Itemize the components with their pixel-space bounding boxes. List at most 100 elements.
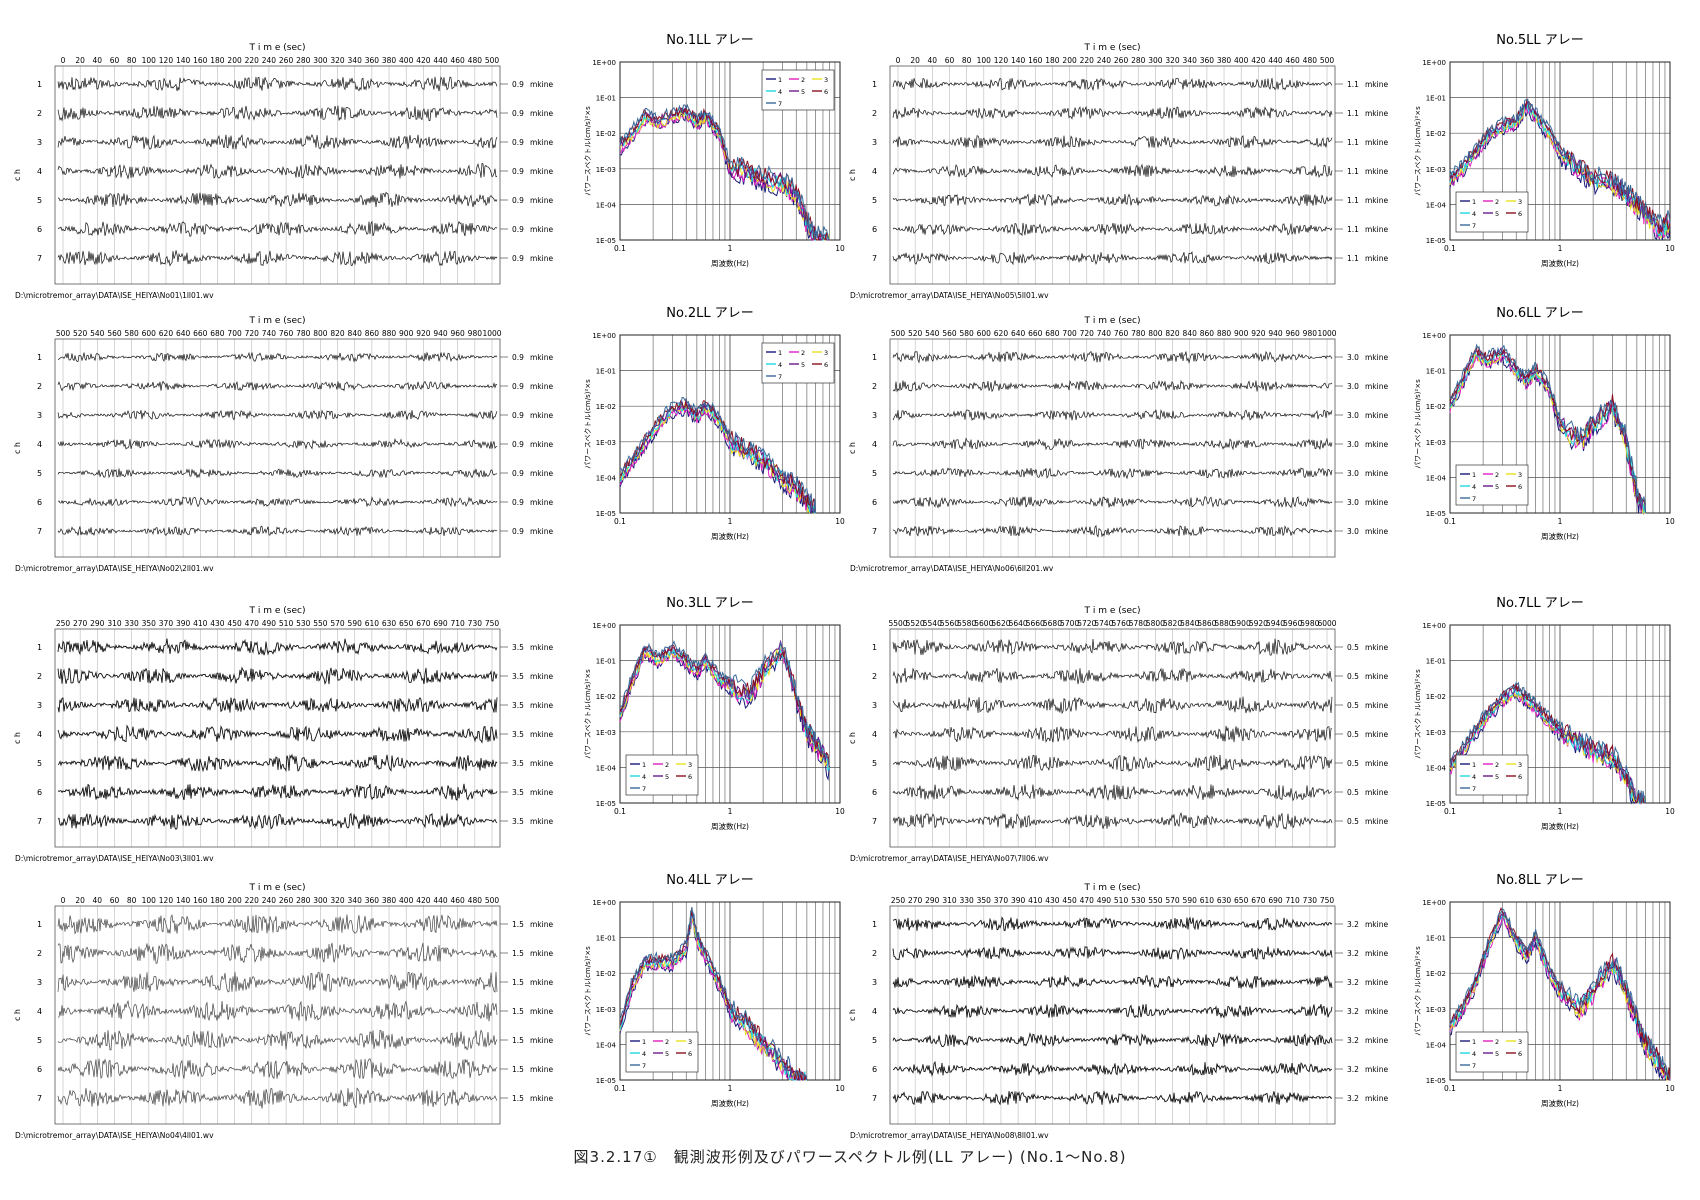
waveform-trace (57, 162, 498, 180)
time-tick-label: 180 (210, 896, 225, 905)
time-tick-label: 620 (159, 329, 174, 338)
freq-tick-label: 10 (1665, 1084, 1675, 1093)
channel-unit: mkine (1365, 920, 1388, 929)
channel-label: 7 (37, 1094, 42, 1103)
time-tick-label: 940 (1268, 329, 1283, 338)
time-tick-label: 240 (1097, 56, 1112, 65)
channel-label: 1 (37, 353, 42, 362)
channel-unit: mkine (530, 167, 553, 176)
power-tick-label: 1E-03 (596, 166, 616, 174)
legend-label: 3 (1518, 761, 1522, 769)
time-tick-label: 60 (110, 56, 120, 65)
legend-label: 6 (1518, 483, 1522, 491)
channel-label: 4 (37, 440, 42, 449)
time-tick-label: 490 (1097, 896, 1112, 905)
time-tick-label: 120 (159, 896, 174, 905)
time-tick-label: 880 (382, 329, 397, 338)
channel-label: 3 (872, 978, 877, 987)
spectrum-series-5 (619, 107, 830, 241)
waveform-trace (892, 1003, 1333, 1019)
channel-unit: mkine (1365, 225, 1388, 234)
waveform-panel-No01: T i m e (sec) 0 20 40 60 80 100 120 140 160 180 200… (13, 43, 553, 300)
spectrum-series-4 (619, 108, 830, 241)
time-tick-label: 0 (61, 56, 66, 65)
channel-unit: mkine (530, 469, 553, 478)
channel-label: 3 (872, 138, 877, 147)
time-tick-label: 840 (348, 329, 363, 338)
channel-scale: 3.5 (512, 672, 524, 681)
time-tick-label: 240 (262, 896, 277, 905)
power-tick-label: 1E+00 (592, 622, 616, 630)
time-tick-label: 350 (142, 619, 157, 628)
time-tick-label: 250 (56, 619, 71, 628)
channel-scale: 3.2 (1347, 949, 1359, 958)
channel-unit: mkine (1365, 1007, 1388, 1016)
waveform-trace (57, 191, 498, 208)
time-tick-label: 5740 (1094, 619, 1113, 628)
legend-label: 1 (1472, 471, 1476, 479)
waveform-trace (892, 251, 1333, 266)
channel-scale: 1.1 (1347, 167, 1359, 176)
freq-tick-label: 1 (728, 244, 733, 253)
time-tick-label: 570 (1165, 896, 1180, 905)
time-tick-label: 100 (142, 56, 157, 65)
channel-unit: mkine (530, 920, 553, 929)
channel-scale: 0.9 (512, 109, 524, 118)
time-axis-title: T i m e (sec) (1084, 43, 1141, 53)
time-tick-label: 410 (193, 619, 208, 628)
channel-label: 6 (37, 788, 42, 797)
time-tick-label: 330 (959, 896, 974, 905)
channel-scale: 1.1 (1347, 138, 1359, 147)
time-tick-label: 590 (348, 619, 363, 628)
legend-label: 7 (642, 785, 646, 793)
channel-label: 3 (37, 138, 42, 147)
channel-label: 1 (37, 643, 42, 652)
channel-scale: 1.5 (512, 978, 524, 987)
power-tick-label: 1E+00 (1422, 622, 1446, 630)
spectrum-frame (1449, 61, 1671, 241)
time-tick-label: 250 (891, 896, 906, 905)
channel-scale: 1.1 (1347, 80, 1359, 89)
power-tick-label: 1E-04 (1426, 474, 1447, 482)
spectrum-series-7 (619, 640, 830, 768)
time-axis-title: T i m e (sec) (249, 883, 306, 893)
freq-axis-title: 周波数(Hz) (1541, 531, 1579, 541)
channel-unit: mkine (1365, 498, 1388, 507)
waveform-trace (57, 1087, 498, 1109)
time-tick-label: 180 (210, 56, 225, 65)
power-tick-label: 1E-05 (596, 800, 616, 808)
time-tick-label: 220 (245, 896, 260, 905)
channel-label: 5 (872, 196, 877, 205)
channel-unit: mkine (530, 1007, 553, 1016)
channel-unit: mkine (1365, 80, 1388, 89)
legend-label: 3 (688, 761, 692, 769)
time-tick-label: 980 (1303, 329, 1318, 338)
legend-label: 5 (801, 88, 805, 96)
time-tick-label: 5960 (1283, 619, 1302, 628)
power-tick-label: 1E-05 (1426, 510, 1446, 518)
waveform-trace (892, 946, 1333, 961)
power-tick-label: 1E-04 (596, 474, 617, 482)
time-tick-label: 430 (210, 619, 225, 628)
channel-scale: 3.2 (1347, 1094, 1359, 1103)
waveform-trace (57, 696, 498, 713)
channel-unit: mkine (530, 498, 553, 507)
channel-unit: mkine (530, 788, 553, 797)
legend-label: 6 (688, 1050, 692, 1058)
time-tick-label: 760 (279, 329, 294, 338)
spectrum-series-7 (1449, 343, 1647, 514)
channel-label: 2 (872, 949, 877, 958)
legend-label: 7 (642, 1062, 646, 1070)
channel-scale: 1.1 (1347, 254, 1359, 263)
channel-unit: mkine (1365, 167, 1388, 176)
time-tick-label: 320 (1165, 56, 1180, 65)
legend-label: 1 (1472, 1038, 1476, 1046)
waveform-trace (892, 135, 1333, 149)
freq-axis-title: 周波数(Hz) (1541, 1098, 1579, 1108)
time-tick-label: 5820 (1163, 619, 1182, 628)
time-tick-label: 80 (962, 56, 972, 65)
power-tick-label: 1E-01 (1426, 658, 1446, 666)
time-tick-label: 300 (313, 56, 328, 65)
file-path-label: D:\microtremor_array\DATA\ISE_HEIYA\No06… (850, 564, 1054, 573)
power-axis-title: パワースペクトル(cm/s)²×s (584, 379, 592, 469)
